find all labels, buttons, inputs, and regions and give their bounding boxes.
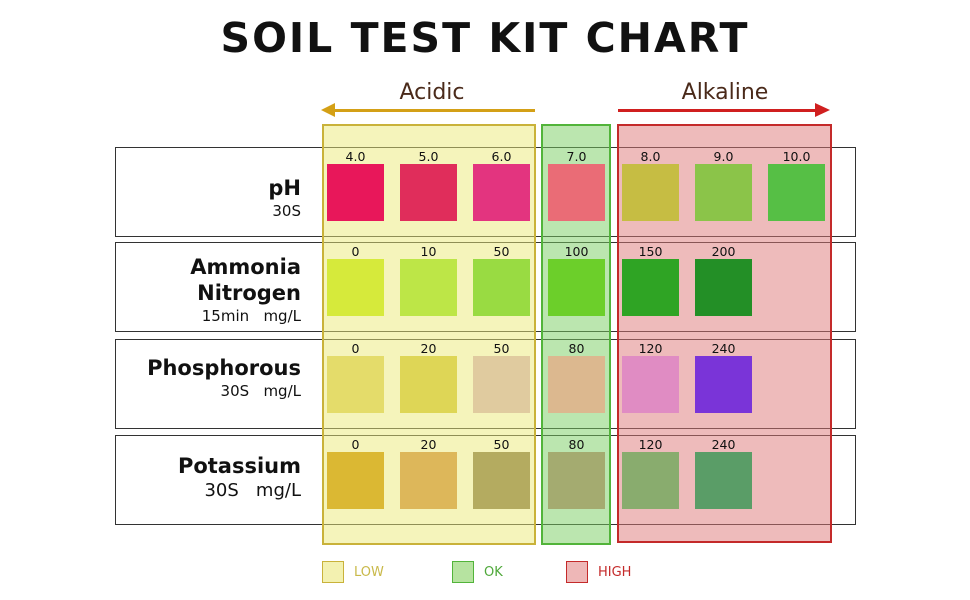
color-swatch bbox=[548, 259, 605, 316]
color-swatch bbox=[695, 452, 752, 509]
color-swatch bbox=[400, 452, 457, 509]
analyte-name: pH bbox=[268, 176, 301, 200]
swatch-value: 50 bbox=[493, 341, 510, 356]
row-label: Ammonia Nitrogen 15min mg/L bbox=[120, 254, 301, 326]
swatch-value: 50 bbox=[493, 244, 510, 259]
color-swatch bbox=[400, 356, 457, 413]
swatch-value: 8.0 bbox=[640, 149, 661, 164]
legend-label-high: HIGH bbox=[598, 565, 632, 580]
swatch-value: 0 bbox=[351, 437, 360, 452]
acidic-arrow-icon bbox=[321, 103, 535, 117]
color-swatch bbox=[473, 164, 530, 221]
color-swatch bbox=[548, 164, 605, 221]
color-swatch bbox=[548, 356, 605, 413]
row-label: Potassium 30S mg/L bbox=[120, 453, 301, 503]
color-swatch bbox=[327, 259, 384, 316]
legend-swatch-ok bbox=[452, 561, 474, 583]
swatch-value: 50 bbox=[493, 437, 510, 452]
swatch-value: 0 bbox=[351, 341, 360, 356]
legend-swatch-low bbox=[322, 561, 344, 583]
color-swatch bbox=[473, 259, 530, 316]
swatch-value: 100 bbox=[564, 244, 589, 259]
color-swatch bbox=[695, 259, 752, 316]
analyte-name: Nitrogen bbox=[197, 281, 301, 305]
color-swatch bbox=[400, 259, 457, 316]
analyte-unit: 15min mg/L bbox=[201, 307, 301, 325]
color-swatch bbox=[473, 356, 530, 413]
swatch-value: 150 bbox=[638, 244, 663, 259]
legend-label-low: LOW bbox=[354, 565, 384, 580]
swatch-value: 10.0 bbox=[782, 149, 811, 164]
swatch-value: 80 bbox=[568, 437, 585, 452]
color-swatch bbox=[327, 164, 384, 221]
swatch-value: 6.0 bbox=[491, 149, 512, 164]
legend-swatch-high bbox=[566, 561, 588, 583]
swatch-value: 5.0 bbox=[418, 149, 439, 164]
swatch-value: 240 bbox=[711, 341, 736, 356]
color-swatch bbox=[695, 356, 752, 413]
analyte-name: Phosphorous bbox=[147, 356, 301, 380]
swatch-value: 240 bbox=[711, 437, 736, 452]
swatch-value: 120 bbox=[638, 437, 663, 452]
acidic-label: Acidic bbox=[399, 80, 465, 105]
alkaline-label: Alkaline bbox=[681, 80, 769, 105]
color-swatch bbox=[622, 164, 679, 221]
color-swatch bbox=[327, 356, 384, 413]
swatch-value: 10 bbox=[420, 244, 437, 259]
color-swatch bbox=[622, 259, 679, 316]
swatch-value: 80 bbox=[568, 341, 585, 356]
swatch-value: 0 bbox=[351, 244, 360, 259]
color-swatch bbox=[327, 452, 384, 509]
color-swatch bbox=[768, 164, 825, 221]
swatch-value: 4.0 bbox=[345, 149, 366, 164]
analyte-unit: 30S mg/L bbox=[220, 382, 301, 400]
color-swatch bbox=[622, 356, 679, 413]
color-swatch bbox=[695, 164, 752, 221]
color-swatch bbox=[548, 452, 605, 509]
swatch-value: 7.0 bbox=[566, 149, 587, 164]
analyte-name: Ammonia bbox=[190, 255, 301, 279]
row-label: pH 30S bbox=[120, 175, 301, 221]
swatch-value: 9.0 bbox=[713, 149, 734, 164]
color-swatch bbox=[400, 164, 457, 221]
analyte-unit: 30S bbox=[272, 202, 301, 220]
chart-title: SOIL TEST KIT CHART bbox=[220, 14, 750, 62]
analyte-name: Potassium bbox=[177, 454, 301, 478]
swatch-value: 20 bbox=[420, 437, 437, 452]
analyte-unit: 30S mg/L bbox=[204, 480, 301, 501]
color-swatch bbox=[473, 452, 530, 509]
color-swatch bbox=[622, 452, 679, 509]
swatch-value: 20 bbox=[420, 341, 437, 356]
alkaline-arrow-icon bbox=[618, 103, 830, 117]
swatch-value: 200 bbox=[711, 244, 736, 259]
legend-label-ok: OK bbox=[484, 565, 503, 580]
row-label: Phosphorous 30S mg/L bbox=[120, 355, 301, 401]
swatch-value: 120 bbox=[638, 341, 663, 356]
